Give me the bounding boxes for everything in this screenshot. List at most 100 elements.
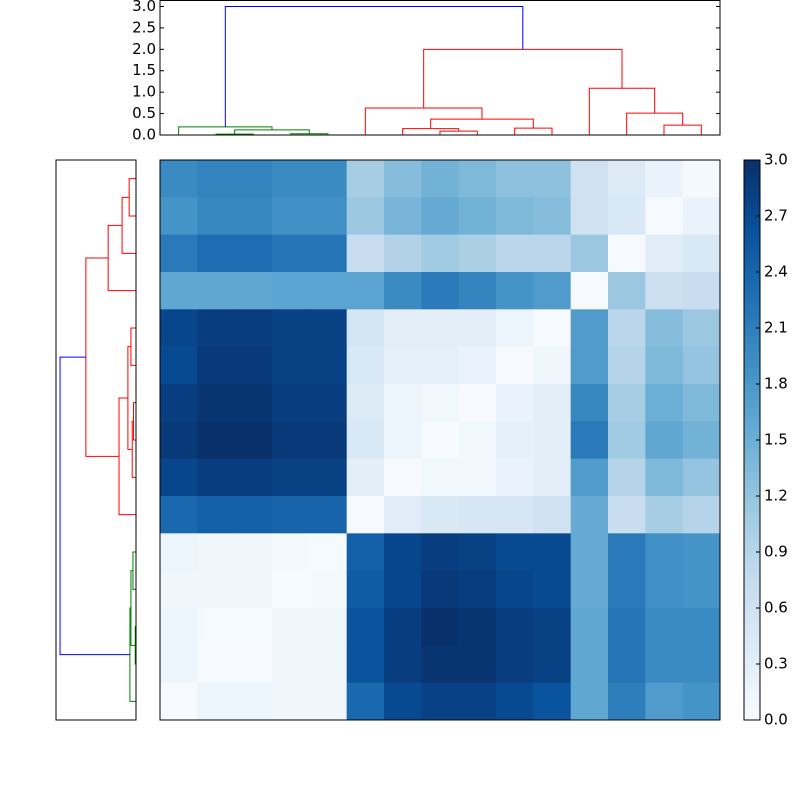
heatmap-cell <box>272 234 310 273</box>
heatmap-cell <box>496 309 534 348</box>
heatmap-cell <box>533 682 572 721</box>
heatmap-cell <box>309 533 348 572</box>
heatmap-cell <box>160 496 198 534</box>
heatmap-cell <box>384 234 422 273</box>
heatmap-cell <box>608 346 646 385</box>
heatmap-cell <box>682 608 721 646</box>
heatmap-cell <box>421 197 460 236</box>
heatmap-cell <box>645 234 684 273</box>
heatmap-cell <box>682 272 721 310</box>
heatmap-cell <box>533 234 572 273</box>
heatmap-cell <box>197 608 236 646</box>
heatmap-cell <box>496 197 534 236</box>
colorbar-tick-label: 0.0 <box>764 711 788 729</box>
heatmap-cell <box>458 384 497 422</box>
heatmap-cell <box>197 160 236 198</box>
y-tick-label: 0.0 <box>132 126 156 144</box>
heatmap-cell <box>346 533 385 572</box>
heatmap-cell <box>645 608 684 646</box>
heatmap-cell <box>645 570 684 609</box>
heatmap-cell <box>346 309 385 348</box>
heatmap-cell <box>309 309 348 348</box>
heatmap-cell <box>421 682 460 721</box>
heatmap-cell <box>570 496 609 534</box>
heatmap-cell <box>160 533 198 572</box>
heatmap-cell <box>496 496 534 534</box>
heatmap-cell <box>645 384 684 422</box>
heatmap-cell <box>272 682 310 721</box>
colorbar-tick-label: 0.9 <box>764 543 788 561</box>
heatmap-cell <box>570 197 609 236</box>
heatmap-cell <box>160 309 198 348</box>
heatmap-cell <box>272 458 310 497</box>
heatmap-cell <box>384 346 422 385</box>
heatmap-cell <box>384 458 422 497</box>
heatmap-cell <box>421 570 460 609</box>
heatmap-cell <box>309 570 348 609</box>
colorbar-tick-label: 2.1 <box>764 319 788 337</box>
heatmap-cell <box>309 645 348 684</box>
heatmap-cell <box>458 160 497 198</box>
heatmap-cell <box>496 384 534 422</box>
heatmap-cell <box>682 384 721 422</box>
heatmap-cell <box>570 346 609 385</box>
heatmap-cell <box>384 682 422 721</box>
heatmap-cell <box>197 272 236 310</box>
heatmap-cell <box>160 608 198 646</box>
heatmap-cell <box>645 160 684 198</box>
heatmap-cell <box>421 346 460 385</box>
heatmap-cell <box>458 197 497 236</box>
heatmap-cell <box>346 384 385 422</box>
heatmap-cell <box>645 272 684 310</box>
heatmap-cell <box>570 645 609 684</box>
heatmap-cell <box>309 682 348 721</box>
heatmap-cell <box>533 458 572 497</box>
heatmap-cell <box>608 421 646 460</box>
heatmap-cell <box>160 458 198 497</box>
heatmap-cell <box>682 496 721 534</box>
heatmap-cell <box>234 421 273 460</box>
heatmap-cell <box>458 570 497 609</box>
axes-frame <box>159 159 721 721</box>
heatmap-cell <box>197 421 236 460</box>
heatmap-cell <box>570 570 609 609</box>
heatmap-cell <box>234 234 273 273</box>
heatmap-cell <box>160 682 198 721</box>
heatmap-cell <box>458 272 497 310</box>
heatmap-cell <box>421 160 460 198</box>
heatmap-cell <box>272 496 310 534</box>
heatmap-cell <box>458 682 497 721</box>
heatmap-cell <box>496 682 534 721</box>
y-tick-label: 3.0 <box>132 0 156 15</box>
heatmap-cell <box>458 645 497 684</box>
heatmap-cell <box>384 533 422 572</box>
colorbar-tick-label: 1.5 <box>764 431 788 449</box>
heatmap-cell <box>533 346 572 385</box>
heatmap-cell <box>608 384 646 422</box>
heatmap-cell <box>458 533 497 572</box>
y-tick-label: 1.5 <box>132 61 156 79</box>
heatmap-cell <box>309 197 348 236</box>
heatmap-cell <box>346 421 385 460</box>
heatmap-cell <box>682 458 721 497</box>
heatmap-cell <box>309 272 348 310</box>
heatmap-cell <box>272 608 310 646</box>
colorbar-tick-label: 0.3 <box>764 655 788 673</box>
heatmap-cell <box>309 458 348 497</box>
heatmap-cell <box>496 570 534 609</box>
colorbar-tick-label: 1.2 <box>764 487 788 505</box>
heatmap-cell <box>197 533 236 572</box>
colorbar-tick-label: 1.8 <box>764 375 788 393</box>
heatmap-cell <box>346 570 385 609</box>
heatmap-cell <box>234 197 273 236</box>
heatmap-cell <box>682 570 721 609</box>
heatmap-cell <box>608 234 646 273</box>
heatmap-cell <box>197 234 236 273</box>
y-tick-label: 2.0 <box>132 40 156 58</box>
heatmap-cell <box>496 458 534 497</box>
heatmap-cell <box>160 421 198 460</box>
heatmap-cell <box>570 608 609 646</box>
heatmap-cell <box>496 346 534 385</box>
heatmap-cell <box>608 645 646 684</box>
